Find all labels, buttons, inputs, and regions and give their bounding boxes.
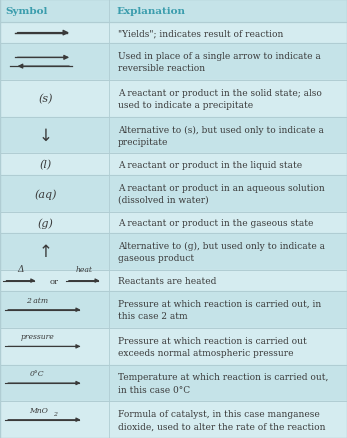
Text: A reactant or product in the solid state; also
used to indicate a precipitate: A reactant or product in the solid state…: [118, 88, 322, 110]
Bar: [0, 154, 347, 176]
Bar: [0, 0, 347, 23]
Bar: [0, 365, 347, 401]
Bar: [0, 328, 347, 365]
Text: Temperature at which reaction is carried out,
in this case 0°C: Temperature at which reaction is carried…: [118, 373, 328, 394]
Text: Formula of catalyst, in this case manganese
dioxide, used to alter the rate of t: Formula of catalyst, in this case mangan…: [118, 409, 325, 430]
Bar: [0, 81, 347, 117]
Text: Pressure at which reaction is carried out, in
this case 2 atm: Pressure at which reaction is carried ou…: [118, 300, 321, 321]
Text: A reactant or product in an aqueous solution
(dissolved in water): A reactant or product in an aqueous solu…: [118, 183, 325, 205]
Text: ↑: ↑: [39, 243, 53, 261]
Text: (s): (s): [39, 94, 53, 104]
Text: Alternative to (s), but used only to indicate a
precipitate: Alternative to (s), but used only to ind…: [118, 125, 324, 146]
Text: Δ: Δ: [18, 265, 24, 273]
Text: (aq): (aq): [35, 188, 57, 199]
Text: Symbol: Symbol: [5, 7, 48, 16]
Bar: [0, 117, 347, 154]
Bar: [0, 270, 347, 292]
Text: 2: 2: [53, 411, 57, 416]
Bar: [0, 401, 347, 438]
Text: 2 atm: 2 atm: [26, 296, 48, 304]
Text: Explanation: Explanation: [116, 7, 185, 16]
Text: heat: heat: [76, 265, 93, 273]
Text: MnO: MnO: [29, 406, 49, 413]
Text: Alternative to (g), but used only to indicate a
gaseous product: Alternative to (g), but used only to ind…: [118, 241, 325, 262]
Text: Used in place of a single arrow to indicate a
reversible reaction: Used in place of a single arrow to indic…: [118, 52, 321, 73]
Text: pressure: pressure: [20, 332, 54, 340]
Text: A reactant or product in the liquid state: A reactant or product in the liquid stat…: [118, 160, 302, 169]
Bar: [0, 212, 347, 233]
Text: ↓: ↓: [39, 127, 53, 145]
Bar: [0, 233, 347, 270]
Text: or: or: [49, 277, 58, 285]
Bar: [0, 23, 347, 44]
Bar: [0, 44, 347, 81]
Bar: [0, 176, 347, 212]
Text: (l): (l): [40, 159, 52, 170]
Text: 0°C: 0°C: [30, 369, 45, 377]
Bar: [0, 292, 347, 328]
Text: A reactant or product in the gaseous state: A reactant or product in the gaseous sta…: [118, 219, 313, 227]
Text: Pressure at which reaction is carried out
exceeds normal atmospheric pressure: Pressure at which reaction is carried ou…: [118, 336, 307, 357]
Text: (g): (g): [38, 218, 54, 228]
Text: "Yields"; indicates result of reaction: "Yields"; indicates result of reaction: [118, 29, 283, 38]
Text: Reactants are heated: Reactants are heated: [118, 276, 217, 286]
